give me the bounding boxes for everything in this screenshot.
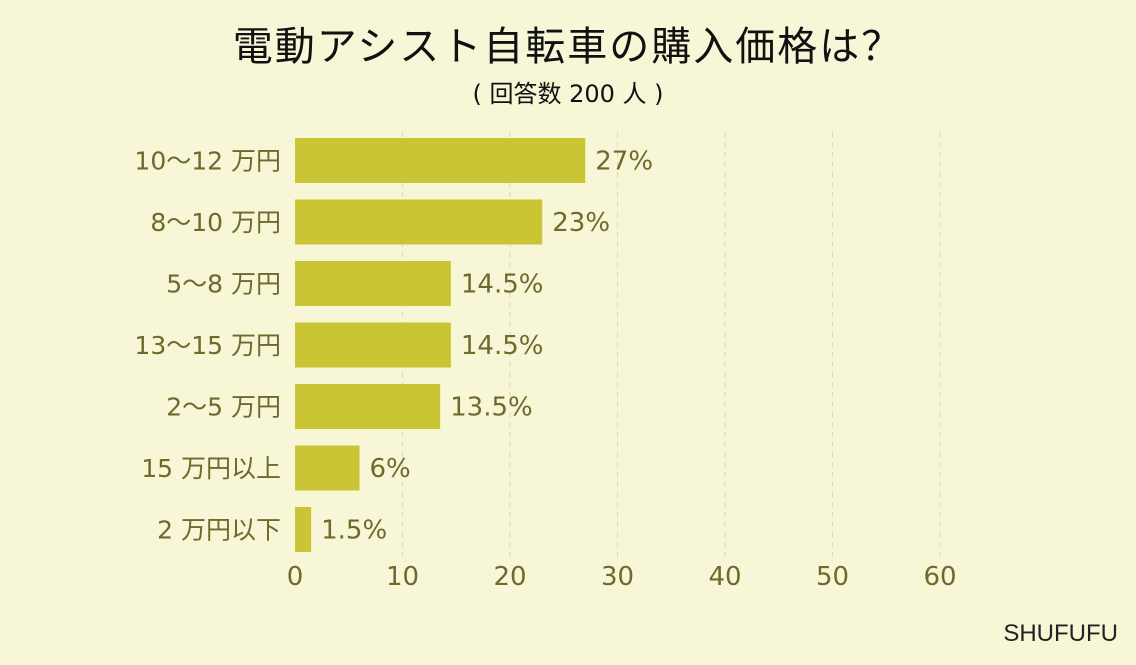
bar <box>295 322 451 368</box>
bar <box>295 261 451 306</box>
data-label: 14.5% <box>461 331 544 361</box>
x-tick-label: 40 <box>708 562 741 592</box>
data-label: 1.5% <box>321 516 387 546</box>
data-label: 23% <box>552 208 610 238</box>
data-label: 14.5% <box>461 270 544 300</box>
category-label: 2 万円以下 <box>157 516 281 545</box>
data-label: 6% <box>370 454 411 484</box>
category-label: 10〜12 万円 <box>134 147 281 176</box>
category-label: 8〜10 万円 <box>150 208 281 237</box>
x-tick-label: 60 <box>923 562 956 592</box>
x-tick-label: 50 <box>816 562 849 592</box>
bar <box>295 445 360 491</box>
bar <box>295 507 312 552</box>
data-label: 27% <box>595 147 653 177</box>
x-tick-label: 20 <box>493 562 526 592</box>
bar <box>295 199 543 245</box>
category-label: 15 万円以上 <box>141 454 281 483</box>
data-label: 13.5% <box>450 393 533 423</box>
bar <box>295 384 441 429</box>
chart-title: 電動アシスト自転車の購入価格は？ <box>232 24 904 70</box>
x-tick-label: 30 <box>601 562 634 592</box>
chart-subtitle: ( 回答数 200 人 ) <box>472 80 664 108</box>
category-label: 2〜5 万円 <box>166 393 281 422</box>
category-label: 5〜8 万円 <box>166 270 281 299</box>
category-label: 13〜15 万円 <box>134 331 281 360</box>
x-tick-label: 10 <box>386 562 419 592</box>
x-tick-label: 0 <box>287 562 304 592</box>
bar <box>295 138 586 183</box>
brand-logo-text: SHUFUFU <box>1003 620 1118 647</box>
